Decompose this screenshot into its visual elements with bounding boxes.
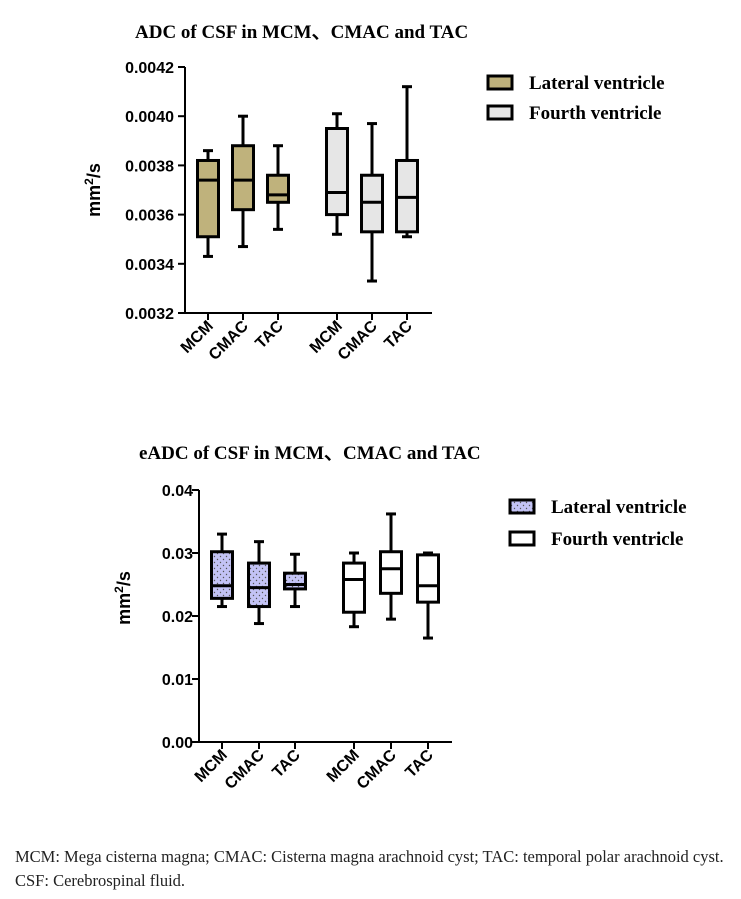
box-fourth-ventricle-cmac bbox=[379, 512, 403, 621]
x-tick-label-tac: TAC bbox=[402, 746, 437, 781]
x-tick-label-cmac: CMAC bbox=[222, 746, 268, 792]
box-fourth-ventricle-mcm bbox=[342, 551, 366, 629]
y-axis-title: mm2/s bbox=[82, 163, 104, 217]
legend-swatch-fourth-ventricle bbox=[508, 530, 536, 547]
box-iqr bbox=[325, 127, 349, 217]
y-tick-label: 0.02 bbox=[162, 609, 193, 626]
y-axis-title: mm2/s bbox=[112, 571, 134, 625]
box-lateral-ventricle-tac bbox=[266, 144, 290, 231]
legend-label-fourth-ventricle: Fourth ventricle bbox=[529, 103, 661, 124]
x-tick-label-cmac: CMAC bbox=[335, 317, 381, 363]
box-fourth-ventricle-cmac bbox=[360, 122, 384, 283]
box-lateral-ventricle-cmac bbox=[231, 114, 255, 249]
figure-caption: MCM: Mega cisterna magna; CMAC: Cisterna… bbox=[15, 847, 724, 890]
y-tick-label: 0.01 bbox=[162, 672, 193, 689]
box-iqr bbox=[266, 173, 290, 204]
adc-boxplot-chart: 0.0032 0.0034 0.0036 0.0038 0.0040 0.0042 mm2/… bbox=[82, 60, 665, 364]
x-tick-label-cmac: CMAC bbox=[206, 317, 252, 363]
box-iqr bbox=[196, 158, 220, 239]
box-lateral-ventricle-mcm bbox=[196, 149, 220, 258]
legend-label-fourth-ventricle: Fourth ventricle bbox=[551, 529, 683, 550]
legend-swatch-lateral-ventricle bbox=[486, 74, 514, 91]
box-iqr bbox=[247, 561, 271, 609]
box-iqr bbox=[416, 553, 440, 604]
y-tick-label: 0.0034 bbox=[125, 257, 174, 274]
legend-label-lateral-ventricle: Lateral ventricle bbox=[529, 73, 665, 94]
x-tick-label-cmac: CMAC bbox=[354, 746, 400, 792]
box-iqr bbox=[283, 571, 307, 591]
y-tick-label: 0.0042 bbox=[125, 60, 174, 77]
box-iqr bbox=[379, 550, 403, 595]
box-iqr bbox=[342, 561, 366, 614]
chart2-title: eADC of CSF in MCM、CMAC and TAC bbox=[139, 443, 481, 464]
y-tick-label: 0.0036 bbox=[125, 208, 174, 225]
box-fourth-ventricle-mcm bbox=[325, 112, 349, 236]
box-lateral-ventricle-cmac bbox=[247, 540, 271, 626]
x-tick-label-tac: TAC bbox=[252, 317, 287, 352]
box-lateral-ventricle-mcm bbox=[210, 532, 234, 609]
box-lateral-ventricle-tac bbox=[283, 552, 307, 609]
chart1-title: ADC of CSF in MCM、CMAC and TAC bbox=[135, 22, 469, 43]
y-tick-label: 0.0040 bbox=[125, 109, 174, 126]
y-tick-label: 0.00 bbox=[162, 735, 193, 752]
y-tick-label: 0.04 bbox=[162, 483, 193, 500]
y-tick-label: 0.03 bbox=[162, 546, 193, 563]
y-tick-label: 0.0038 bbox=[125, 158, 174, 175]
legend-swatch-lateral-ventricle bbox=[508, 498, 536, 515]
box-iqr bbox=[231, 144, 255, 212]
box-fourth-ventricle-tac bbox=[416, 551, 440, 640]
y-tick-label: 0.0032 bbox=[125, 306, 174, 323]
box-iqr bbox=[210, 550, 234, 600]
box-fourth-ventricle-tac bbox=[395, 85, 419, 239]
x-tick-label-tac: TAC bbox=[269, 746, 304, 781]
legend-swatch-fourth-ventricle bbox=[486, 104, 514, 121]
legend-label-lateral-ventricle: Lateral ventricle bbox=[551, 497, 687, 518]
x-tick-label-tac: TAC bbox=[381, 317, 416, 352]
